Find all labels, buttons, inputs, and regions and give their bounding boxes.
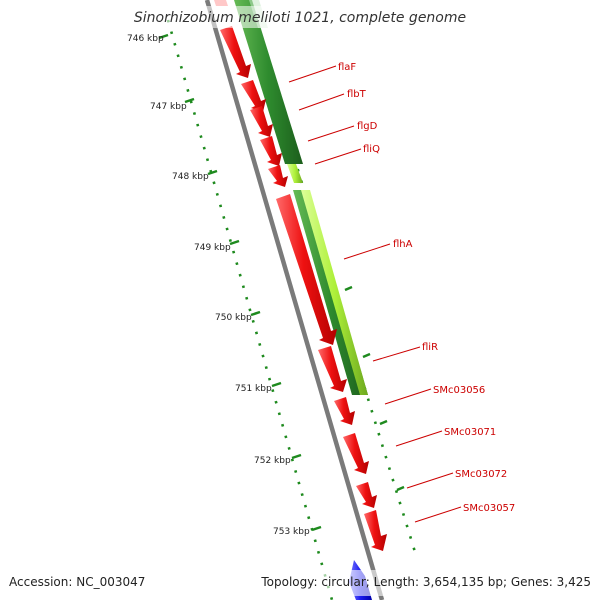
operon-lime-segment-2 (301, 190, 368, 395)
gene-arrow-flgD[interactable] (250, 106, 273, 137)
gene-label-fliQ[interactable]: fliQ (363, 144, 380, 155)
callout-line-flgD (307, 125, 355, 142)
gene-arrow-SMc03072[interactable] (356, 482, 377, 508)
gene-arrow-top-cap (214, 0, 228, 6)
title-backdrop (130, 6, 470, 28)
gene-label-SMc03057[interactable]: SMc03057 (463, 503, 515, 514)
callout-line-SMc03057 (414, 506, 462, 523)
operon-green-segment (234, 0, 303, 164)
gene-arrow-flbT[interactable] (241, 80, 266, 112)
callout-line-fliR (372, 346, 421, 362)
tick-mark-747 (184, 97, 195, 104)
footer-backdrop (0, 570, 600, 596)
gene-label-flaF[interactable]: flaF (338, 62, 356, 73)
tick-track-left (158, 19, 334, 600)
tick-label-751: 751 kbp (235, 384, 272, 394)
callout-line-flhA (343, 243, 391, 260)
tick-label-752: 752 kbp (254, 456, 291, 466)
callout-line-flaF (288, 65, 337, 83)
gene-label-SMc03071[interactable]: SMc03071 (444, 427, 496, 438)
gene-callouts: flaF flbT flgD fliQ flhA fliR SMc03056 S… (288, 62, 515, 523)
outer-tick-b (362, 352, 371, 359)
gene-label-fliR[interactable]: fliR (422, 342, 438, 353)
genome-backbone (204, 0, 385, 600)
callout-line-flbT (298, 93, 345, 111)
major-ticks (158, 33, 322, 532)
outer-tick-d (396, 485, 405, 492)
gene-arrow-fliR[interactable] (318, 346, 347, 392)
outer-tick-a (344, 285, 353, 292)
tick-label-747: 747 kbp (150, 102, 187, 112)
map-title: Sinorhizobium meliloti 1021, complete ge… (134, 10, 466, 26)
tick-mark-746 (158, 33, 169, 40)
gene-arrow-flgD-2[interactable] (260, 136, 282, 166)
gene-arrow-SMc03056[interactable] (334, 397, 355, 425)
operon-band (234, 0, 368, 395)
tick-mark-748 (207, 169, 218, 176)
tick-label-746: 746 kbp (127, 34, 164, 44)
callout-line-SMc03071 (395, 430, 443, 447)
gene-label-SMc03072[interactable]: SMc03072 (455, 469, 507, 480)
tick-label-748: 748 kbp (172, 172, 209, 182)
gene-arrow-fliQ[interactable] (268, 165, 288, 187)
callout-line-fliQ (314, 148, 362, 165)
gene-label-SMc03056[interactable]: SMc03056 (433, 385, 485, 396)
tick-mark-753 (311, 525, 322, 532)
gene-arrow-SMc03057[interactable] (364, 510, 387, 551)
gene-label-flbT[interactable]: flbT (347, 89, 367, 100)
callout-line-SMc03056 (384, 388, 432, 405)
tick-mark-752 (291, 453, 302, 460)
gene-arrow-flaF[interactable] (220, 26, 251, 78)
outer-tick-c (379, 419, 388, 426)
gene-label-flhA[interactable]: flhA (393, 239, 413, 250)
gene-arrow-SMc03071[interactable] (343, 433, 369, 474)
tick-labels: 746 kbp 747 kbp 748 kbp 749 kbp 750 kbp … (127, 34, 310, 537)
tick-mark-751 (271, 381, 282, 388)
accession-text: Accession: NC_003047 (9, 575, 145, 589)
operon-lime-segment (287, 164, 303, 183)
tick-mark-750 (250, 310, 261, 317)
tick-dotted-line-left (166, 19, 334, 600)
gene-arrow-flhA[interactable] (276, 194, 337, 345)
tick-label-753: 753 kbp (273, 527, 310, 537)
genome-summary-text: Topology: circular; Length: 3,654,135 bp… (260, 575, 591, 589)
callout-line-SMc03072 (406, 472, 454, 489)
tick-label-750: 750 kbp (215, 313, 252, 323)
tick-label-749: 749 kbp (194, 243, 231, 253)
gene-label-flgD[interactable]: flgD (357, 121, 378, 132)
tick-mark-749 (229, 239, 240, 246)
gene-arrows (214, 0, 387, 551)
